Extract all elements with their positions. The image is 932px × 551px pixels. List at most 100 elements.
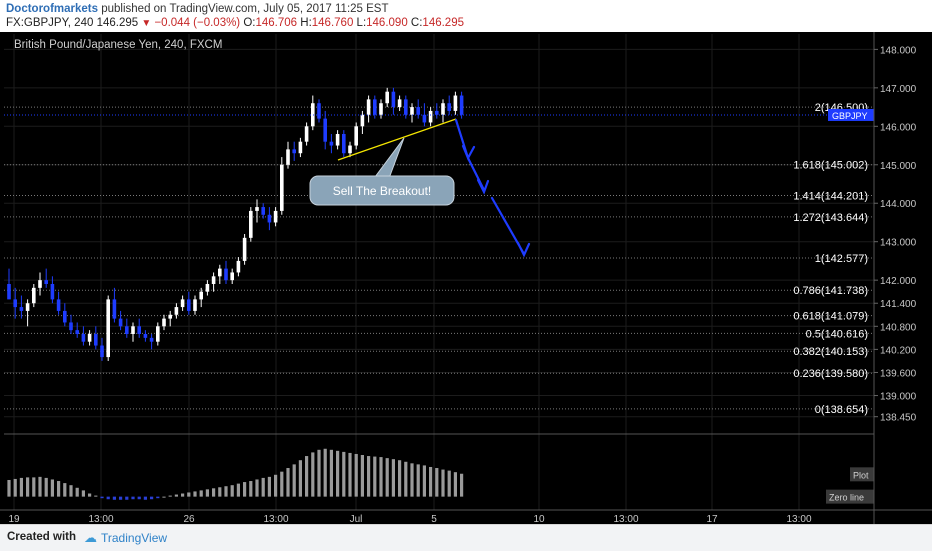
candle-body — [435, 110, 439, 115]
fib-label: 1.272(143.644) — [793, 212, 868, 224]
oscillator-bar — [441, 469, 445, 497]
oscillator-bar — [81, 490, 85, 497]
candle-body — [249, 210, 253, 238]
oscillator-bar — [342, 451, 346, 497]
oscillator-bar — [460, 473, 464, 497]
y-tick-label: 139.600 — [880, 368, 917, 379]
oscillator-bar — [137, 496, 141, 500]
x-tick-label: 19 — [8, 514, 20, 524]
y-tick-label: 141.400 — [880, 299, 917, 310]
oscillator-bar — [286, 468, 290, 497]
high-value: 146.760 — [311, 17, 354, 29]
y-tick-label: 139.000 — [880, 392, 917, 403]
candle-body — [428, 110, 433, 123]
high-label: H: — [300, 17, 312, 29]
oscillator-bar — [131, 496, 135, 500]
fib-label: 0.382(140.153) — [793, 346, 868, 358]
fib-label: 1(142.577) — [815, 253, 868, 265]
oscillator-bar — [156, 496, 160, 499]
candle-body — [63, 310, 67, 323]
fib-label: 0.786(141.738) — [793, 285, 868, 297]
oscillator-bar — [317, 449, 321, 497]
x-tick-label: Jul — [350, 514, 363, 524]
candle-body — [360, 114, 365, 127]
candle-body — [112, 299, 117, 319]
chart-title: British Pound/Japanese Yen, 240, FXCM — [14, 39, 222, 51]
y-tick-label: 140.800 — [880, 322, 917, 333]
publish-info: Doctorofmarkets published on TradingView… — [6, 3, 389, 15]
open-label: O: — [243, 17, 256, 29]
oscillator-bar — [143, 496, 147, 500]
oscillator-bar — [125, 496, 129, 500]
zero-line-label: Zero line — [829, 493, 864, 503]
candle-body — [32, 287, 36, 304]
oscillator-bar — [88, 493, 92, 497]
price-change: −0.044 (−0.03%) — [154, 17, 241, 29]
oscillator-bar — [63, 483, 67, 497]
candle-body — [236, 260, 241, 273]
price-chart[interactable]: 2(146.500)1.618(145.002)1.414(144.201)1.… — [0, 32, 932, 524]
candle-body — [180, 299, 185, 308]
candle-body — [292, 149, 296, 154]
candle-body — [149, 337, 154, 342]
y-tick-label: 140.200 — [880, 345, 917, 356]
plot-label-bg — [850, 467, 876, 482]
candle-body — [230, 272, 234, 281]
candle-body — [199, 291, 203, 300]
oscillator-bar — [26, 477, 30, 497]
brand-name: TradingView — [101, 531, 168, 545]
open-value: 146.706 — [255, 17, 298, 29]
oscillator-bar — [50, 479, 54, 497]
oscillator-bar — [38, 476, 42, 497]
candle-body — [453, 95, 458, 111]
oscillator-bar — [7, 479, 11, 497]
candle-body — [205, 284, 210, 292]
candle-body — [162, 318, 166, 327]
oscillator-bar — [379, 457, 383, 497]
candle-body — [75, 330, 79, 334]
candle-body — [224, 268, 228, 281]
author-name[interactable]: Doctorofmarkets — [6, 3, 99, 15]
oscillator-bar — [75, 487, 79, 497]
close-value: 146.295 — [422, 17, 464, 29]
candle-body — [143, 334, 148, 338]
candle-body — [168, 314, 172, 319]
zero-line-label-bg — [826, 489, 876, 504]
forecast-arrow — [454, 118, 476, 161]
forecast-arrow — [466, 156, 490, 195]
candle-body — [19, 307, 24, 311]
oscillator-bar — [360, 455, 364, 497]
oscillator-bar — [391, 459, 395, 497]
oscillator-bar — [44, 477, 48, 497]
oscillator-bar — [57, 481, 61, 497]
candle-body — [218, 268, 222, 277]
candle-body — [25, 303, 30, 311]
oscillator-bar — [162, 496, 166, 498]
oscillator-bar — [212, 488, 216, 497]
cloud-icon: ☁ — [84, 530, 97, 545]
candle-body — [156, 326, 160, 342]
oscillator-bar — [453, 472, 457, 497]
candle-body — [280, 164, 284, 211]
fib-label: 0.236(139.580) — [793, 368, 868, 380]
oscillator-bar — [193, 491, 197, 497]
footer: Created with ☁ TradingView — [0, 524, 932, 551]
oscillator-bar — [435, 468, 439, 497]
oscillator-bar — [280, 471, 284, 497]
chart-area[interactable]: 2(146.500) 1.618(145.002) 1.414(144.201) 1.… — [0, 32, 932, 524]
oscillator-bar — [100, 496, 104, 499]
candle-body — [459, 95, 464, 115]
candle-body — [317, 103, 321, 119]
trendline — [337, 118, 457, 161]
candle-body — [416, 107, 420, 115]
x-tick-label: 13:00 — [263, 514, 288, 524]
x-tick-label: 13:00 — [613, 514, 638, 524]
candle-body — [385, 91, 389, 104]
oscillator-bar — [249, 481, 253, 497]
oscillator-bar — [69, 485, 73, 497]
x-tick-label: 26 — [183, 514, 195, 524]
oscillator-bar — [292, 464, 296, 497]
tradingview-logo[interactable]: ☁ TradingView — [84, 530, 167, 546]
candle-body — [397, 99, 402, 108]
oscillator-bar — [261, 477, 265, 497]
